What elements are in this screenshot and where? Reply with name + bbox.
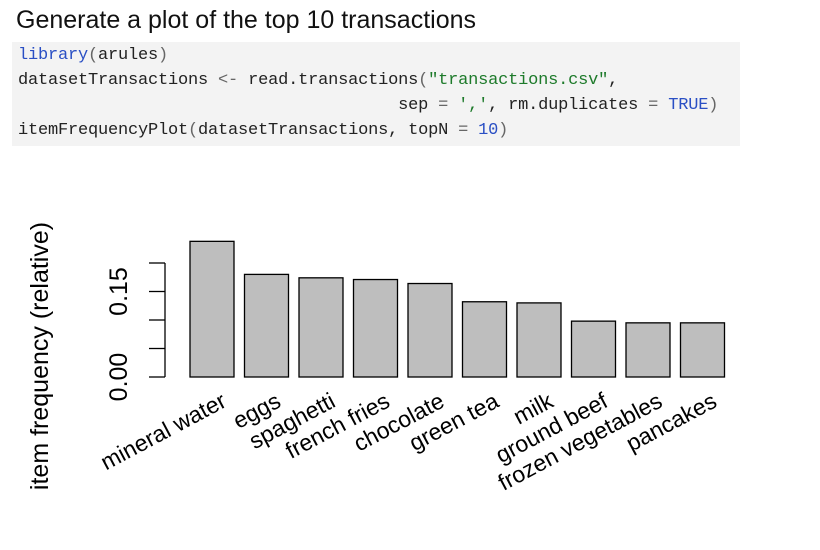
code-string: "transactions.csv" — [428, 71, 609, 90]
code-number: 10 — [478, 121, 499, 140]
code-paren: ) — [498, 121, 509, 140]
code-var: datasetTransactions — [18, 71, 209, 90]
slide-title: Generate a plot of the top 10 transactio… — [16, 6, 477, 34]
code-paren: ( — [188, 121, 199, 140]
code-eq: = — [448, 121, 479, 140]
code-indent — [18, 96, 398, 115]
bar-frozen-vegetables — [625, 322, 671, 378]
code-comma: , — [608, 71, 619, 90]
y-axis: 0.00 0.15 — [105, 262, 166, 402]
code-string: ',' — [458, 96, 489, 115]
code-assign: <- — [208, 71, 249, 90]
code-line-2: datasetTransactions <- read.transactions… — [18, 71, 618, 90]
y-axis-label: item frequency (relative) — [26, 222, 54, 490]
code-paren: ( — [88, 46, 99, 65]
item-frequency-chart: item frequency (relative) 0.00 0.15 miner… — [26, 222, 726, 495]
code-fn-library: library — [18, 46, 89, 65]
code-arg-topn: topN — [408, 121, 449, 140]
code-arg-sep: sep — [398, 96, 429, 115]
bars — [189, 240, 726, 378]
code-fn-read-transactions: read.transactions — [248, 71, 419, 90]
code-paren: ) — [158, 46, 169, 65]
code-fn-item-frequency-plot: itemFrequencyPlot — [18, 121, 189, 140]
bar-milk — [516, 302, 562, 378]
code-eq: = — [638, 96, 669, 115]
code-arg-rm-duplicates: rm.duplicates — [508, 96, 639, 115]
bar-ground-beef — [570, 320, 617, 378]
code-line-1: library(arules) — [18, 46, 168, 65]
y-tick-label: 0.15 — [105, 267, 133, 316]
code-keyword: TRUE — [668, 96, 709, 115]
code-block: library(arules) datasetTransactions <- r… — [12, 42, 740, 146]
bar-pancakes — [679, 322, 726, 378]
bar-spaghetti — [298, 277, 344, 378]
code-arg: arules — [98, 46, 159, 65]
code-eq: = — [428, 96, 459, 115]
code-paren: ) — [708, 96, 719, 115]
bar-chocolate — [407, 282, 453, 378]
bar-green-tea — [461, 301, 508, 378]
code-arg: datasetTransactions, — [198, 121, 409, 140]
bar-mineral-water — [189, 240, 235, 378]
y-tick-label: 0.00 — [105, 353, 133, 402]
bar-french-fries — [352, 278, 399, 378]
bar-eggs — [243, 273, 290, 378]
code-line-4: itemFrequencyPlot(datasetTransactions, t… — [18, 121, 508, 140]
code-comma: , — [488, 96, 509, 115]
code-line-3: sep = ',', rm.duplicates = TRUE) — [18, 96, 718, 115]
code-paren: ( — [418, 71, 429, 90]
